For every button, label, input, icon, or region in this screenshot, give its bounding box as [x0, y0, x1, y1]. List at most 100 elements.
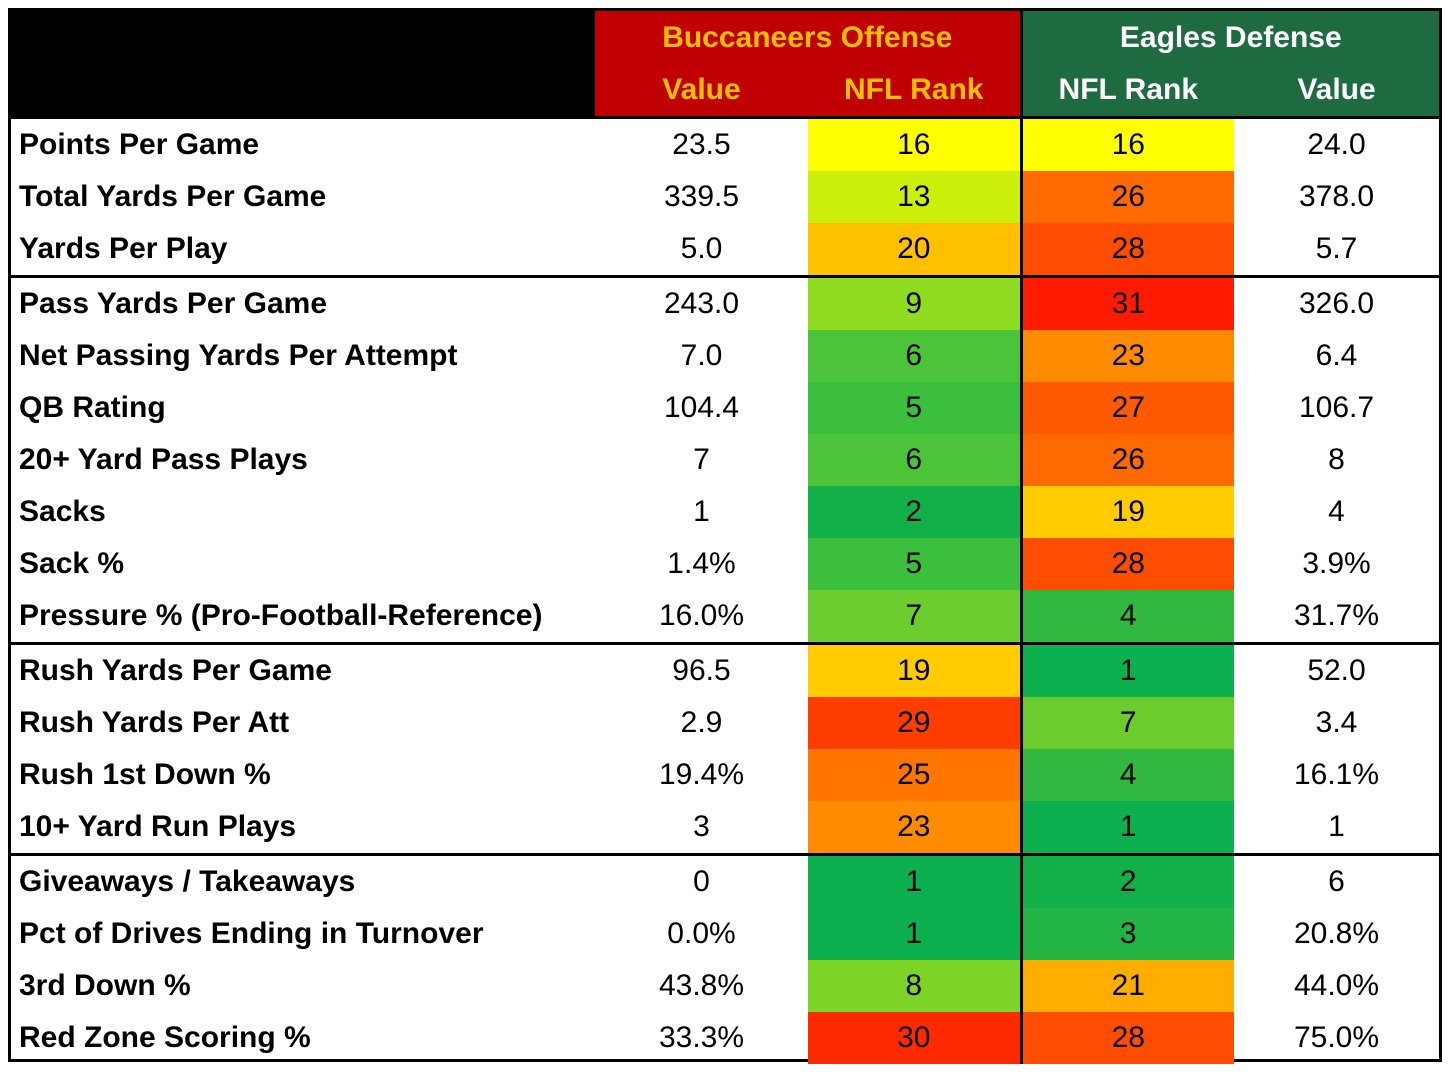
defense-title: Eagles Defense [1019, 11, 1440, 64]
table-row: Sacks 1 2 19 4 [11, 486, 1439, 538]
defense-value: 24.0 [1234, 116, 1440, 171]
offense-rank: 1 [808, 908, 1022, 960]
offense-rank-header: NFL Rank [808, 64, 1022, 118]
table-row: Rush 1st Down % 19.4% 25 4 16.1% [11, 749, 1439, 801]
defense-value: 52.0 [1234, 642, 1440, 697]
stat-label: Sack % [19, 547, 125, 580]
defense-rank: 4 [1019, 590, 1235, 644]
offense-rank: 6 [808, 330, 1022, 382]
stat-label: Giveaways / Takeaways [11, 853, 595, 908]
defense-rank: 31 [1019, 275, 1235, 330]
stat-label: Points Per Game [11, 116, 595, 171]
table-row: 10+ Yard Run Plays 3 23 1 1 [11, 801, 1439, 855]
offense-title: Buccaneers Offense [595, 11, 1022, 64]
offense-value: 43.8% [658, 969, 745, 1002]
defense-rank: 1 [1019, 801, 1235, 855]
defense-rank-header: NFL Rank [1019, 64, 1235, 118]
offense-value: 23.5 [595, 116, 808, 171]
defense-rank: 4 [1019, 749, 1235, 801]
offense-value: 7.0 [680, 339, 723, 372]
comparison-table-frame: Buccaneers Offense Eagles Defense Value … [8, 8, 1442, 1064]
header-corner [11, 11, 595, 118]
offense-value: 3 [693, 810, 710, 843]
defense-value: 8 [1328, 443, 1345, 476]
defense-value: 6.4 [1315, 339, 1358, 372]
offense-value: 7 [693, 443, 710, 476]
defense-value: 6 [1234, 853, 1440, 908]
offense-value: 33.3% [658, 1021, 745, 1054]
offense-value: 2.9 [680, 706, 723, 739]
stat-label: Pass Yards Per Game [11, 275, 595, 330]
table-row: Sack % 1.4% 5 28 3.9% [11, 538, 1439, 590]
defense-value: 106.7 [1298, 391, 1375, 424]
defense-rank: 26 [1019, 434, 1235, 486]
stat-label: Pressure % (Pro-Football-Reference) [19, 599, 543, 632]
offense-value: 1 [693, 495, 710, 528]
defense-value: 31.7% [1293, 599, 1380, 632]
table-row: Pct of Drives Ending in Turnover 0.0% 1 3 20… [11, 908, 1439, 960]
offense-rank: 9 [808, 275, 1022, 330]
offense-rank: 19 [808, 642, 1022, 697]
stat-label: Rush Yards Per Att [19, 706, 290, 739]
offense-value: 243.0 [595, 275, 808, 330]
header-row-columns: Value NFL Rank NFL Rank Value [11, 64, 1440, 118]
defense-value: 16.1% [1293, 758, 1380, 791]
table-row: Red Zone Scoring % 33.3% 30 28 75.0% [11, 1012, 1439, 1064]
stat-label: Red Zone Scoring % [19, 1021, 311, 1054]
defense-rank: 7 [1019, 697, 1235, 749]
stat-label: Pct of Drives Ending in Turnover [19, 917, 484, 950]
stat-label: Net Passing Yards Per Attempt [19, 339, 458, 372]
offense-value: 1.4% [667, 547, 736, 580]
table-row: Total Yards Per Game 339.5 13 26 378.0 [11, 171, 1439, 223]
defense-value: 5.7 [1315, 232, 1358, 265]
defense-value-header: Value [1234, 64, 1440, 118]
offense-rank: 8 [808, 960, 1022, 1012]
defense-rank: 19 [1019, 486, 1235, 538]
defense-rank: 1 [1019, 642, 1235, 697]
offense-value: 16.0% [658, 599, 745, 632]
table-row: Points Per Game 23.5 16 16 24.0 [11, 116, 1440, 171]
offense-rank: 5 [808, 538, 1022, 590]
defense-value: 1 [1328, 810, 1345, 843]
offense-rank: 13 [808, 171, 1022, 223]
defense-value: 3.4 [1315, 706, 1358, 739]
offense-rank: 23 [808, 801, 1022, 855]
offense-value: 19.4% [658, 758, 745, 791]
defense-rank: 28 [1019, 538, 1235, 590]
stat-label: Sacks [19, 495, 106, 528]
offense-value-header: Value [595, 64, 808, 118]
offense-value: 0.0% [667, 917, 736, 950]
offense-rank: 30 [808, 1012, 1022, 1064]
stat-label: Total Yards Per Game [19, 180, 327, 213]
defense-rank: 27 [1019, 382, 1235, 434]
offense-value: 104.4 [663, 391, 740, 424]
table-row: Rush Yards Per Game 96.5 19 1 52.0 [11, 642, 1440, 697]
table-row: Pass Yards Per Game 243.0 9 31 326.0 [11, 275, 1440, 330]
table-row: Giveaways / Takeaways 0 1 2 6 [11, 853, 1440, 908]
table-row: Yards Per Play 5.0 20 28 5.7 [11, 223, 1439, 277]
defense-rank: 3 [1019, 908, 1235, 960]
stat-label: Rush 1st Down % [19, 758, 271, 791]
offense-rank: 29 [808, 697, 1022, 749]
defense-rank: 16 [1019, 116, 1235, 171]
table-row: 3rd Down % 43.8% 8 21 44.0% [11, 960, 1439, 1012]
offense-value: 339.5 [663, 180, 740, 213]
stat-label: 20+ Yard Pass Plays [19, 443, 308, 476]
offense-rank: 20 [808, 223, 1022, 277]
table-row: QB Rating 104.4 5 27 106.7 [11, 382, 1439, 434]
stat-label: Rush Yards Per Game [11, 642, 595, 697]
defense-rank: 2 [1019, 853, 1235, 908]
table-row: Pressure % (Pro-Football-Reference) 16.0%… [11, 590, 1439, 644]
defense-value: 75.0% [1293, 1021, 1380, 1054]
defense-value: 326.0 [1234, 275, 1440, 330]
offense-rank: 2 [808, 486, 1022, 538]
defense-rank: 28 [1019, 223, 1235, 277]
stat-label: QB Rating [19, 391, 166, 424]
header-row-teams: Buccaneers Offense Eagles Defense [11, 11, 1440, 118]
offense-value: 5.0 [680, 232, 723, 265]
stats-table: Buccaneers Offense Eagles Defense Value … [11, 11, 1440, 1064]
offense-rank: 6 [808, 434, 1022, 486]
defense-rank: 26 [1019, 171, 1235, 223]
stat-label: 3rd Down % [19, 969, 191, 1002]
defense-rank: 21 [1019, 960, 1235, 1012]
